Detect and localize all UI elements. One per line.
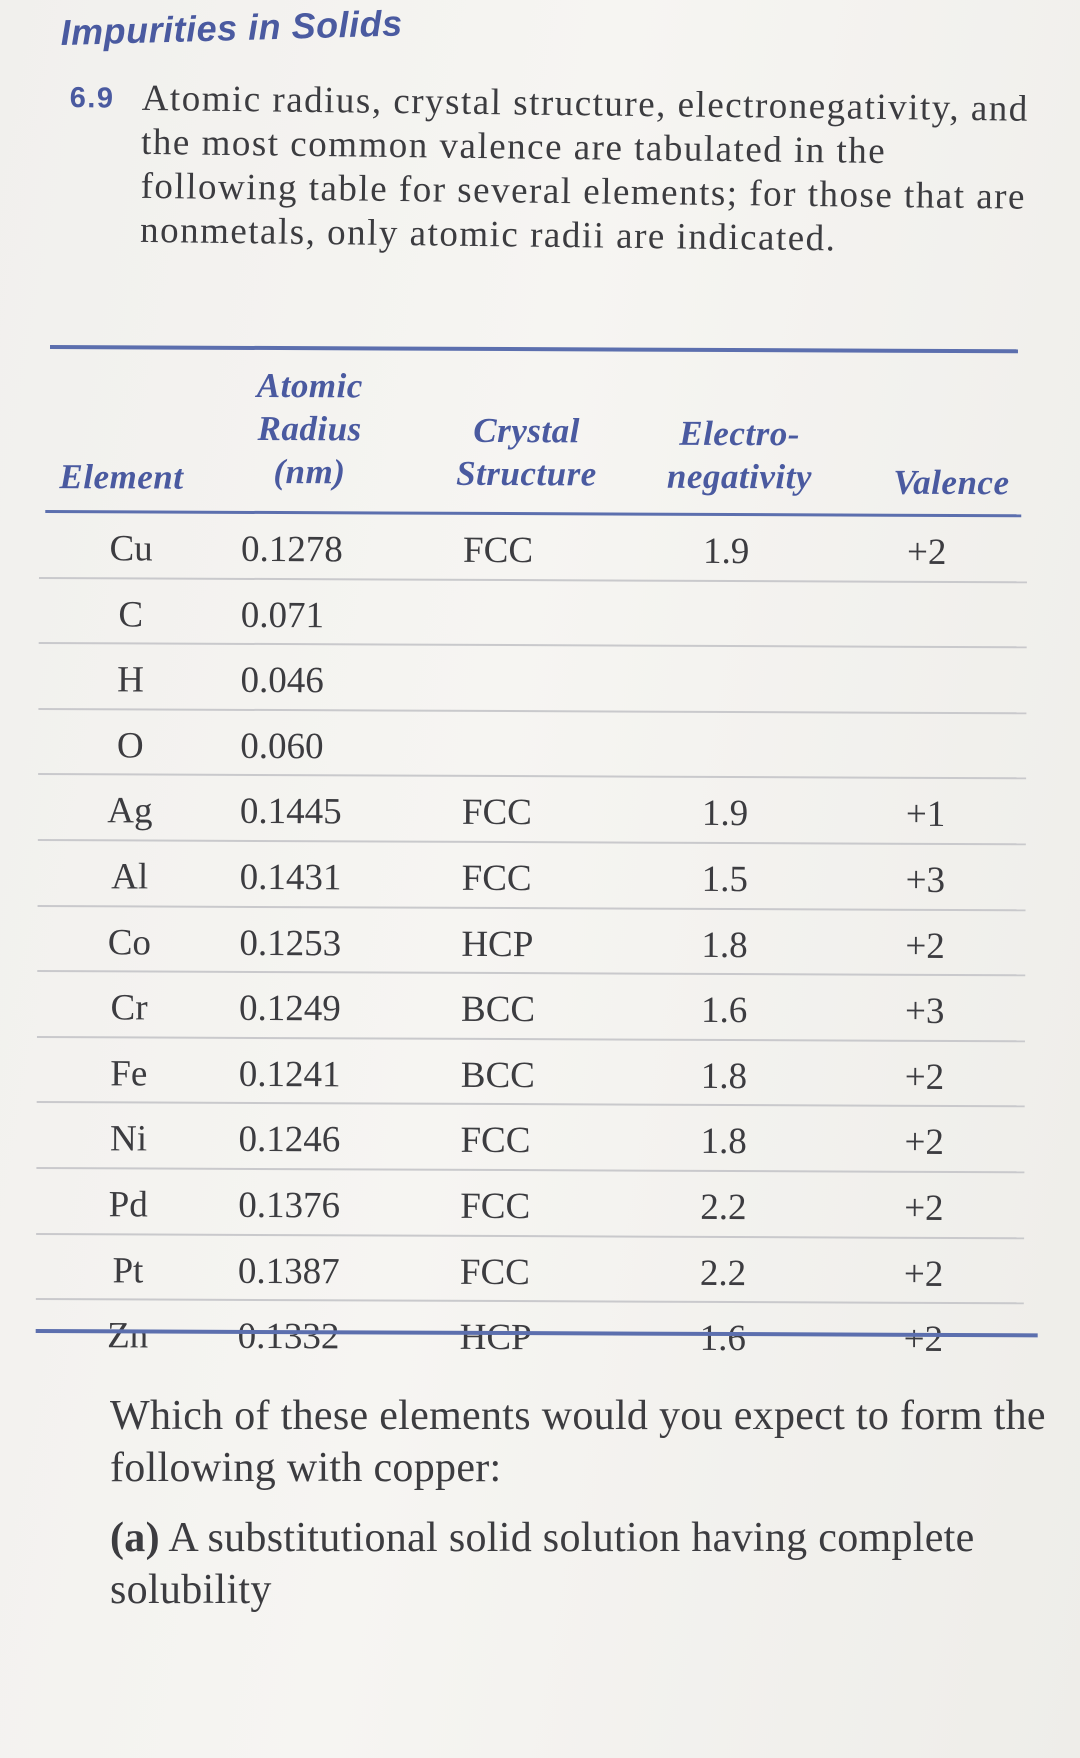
question-intro: Which of these elements would you expect… — [110, 1393, 1046, 1491]
cell-structure: FCC — [460, 1120, 531, 1162]
cell-element: Zn — [107, 1315, 149, 1357]
section-heading: Impurities in Solids — [60, 2, 404, 53]
cell-valence: +2 — [905, 925, 945, 967]
cell-valence: +2 — [903, 1318, 944, 1361]
cell-electronegativity: 1.8 — [700, 1121, 747, 1163]
cell-element: O — [116, 725, 144, 767]
cell-radius: 0.1241 — [238, 1053, 341, 1096]
cell-electronegativity: 1.5 — [701, 858, 749, 901]
cell-element: C — [118, 593, 144, 636]
element-properties-table: Element Atomic Radius (nm) Crystal Struc… — [35, 345, 1038, 1360]
header-electronegativity: Electro- negativity — [666, 413, 813, 497]
cell-valence: +1 — [905, 794, 946, 836]
cell-structure: FCC — [461, 792, 532, 834]
cell-valence: +2 — [903, 1253, 944, 1295]
cell-element: Co — [107, 921, 152, 964]
table-row: O 0.060 — [38, 709, 1027, 780]
table-row: Ni 0.1246 FCC 1.8 +2 — [36, 1103, 1025, 1174]
cell-electronegativity: 1.8 — [701, 924, 748, 966]
cell-radius: 0.1249 — [239, 988, 341, 1030]
header-element: Element — [59, 457, 184, 497]
problem-text: Atomic radius, crystal structure, electr… — [139, 77, 1030, 260]
cell-electronegativity: 1.9 — [703, 530, 750, 573]
cell-valence: +3 — [905, 990, 945, 1033]
header-valence: Valence — [893, 462, 1010, 503]
cell-valence: +2 — [904, 1187, 944, 1229]
table-top-rule — [49, 345, 1018, 354]
cell-element: Al — [111, 856, 149, 898]
cell-structure: HCP — [461, 923, 534, 965]
cell-radius: 0.1253 — [239, 922, 342, 964]
table-row: Cr 0.1249 BCC 1.6 +3 — [36, 972, 1026, 1043]
cell-structure: BCC — [461, 989, 536, 1031]
cell-radius: 0.046 — [240, 660, 324, 702]
table-row: H 0.046 — [38, 644, 1027, 715]
table-row: Pd 0.1376 FCC 2.2 +2 — [36, 1168, 1025, 1239]
cell-electronegativity: 1.6 — [699, 1318, 747, 1360]
cell-radius: 0.1445 — [239, 791, 342, 833]
cell-electronegativity: 1.9 — [701, 793, 749, 835]
cell-radius: 0.060 — [240, 725, 324, 768]
cell-element: Ag — [107, 790, 153, 832]
cell-valence: +2 — [904, 1122, 944, 1164]
table-body: Cu 0.1278 FCC 1.9 +2 C 0.071 H 0.046 — [35, 512, 1028, 1368]
cell-structure: FCC — [460, 1185, 531, 1228]
header-atomic-radius: Atomic Radius (nm) — [256, 365, 363, 492]
question-block: Which of these elements would you expect… — [110, 1390, 1050, 1616]
cell-radius: 0.1332 — [237, 1315, 340, 1358]
cell-valence: +2 — [904, 1056, 945, 1098]
cell-element: Cr — [110, 987, 148, 1029]
question-part-a: (a) A substitutional solid solution havi… — [110, 1512, 1050, 1616]
table-row: Cu 0.1278 FCC 1.9 +2 — [38, 512, 1028, 583]
part-a-text: A substitutional solid solution having c… — [110, 1515, 975, 1613]
cell-structure: HCP — [459, 1316, 532, 1359]
header-crystal-structure: Crystal Structure — [456, 410, 597, 494]
table-row: Fe 0.1241 BCC 1.8 +2 — [36, 1037, 1025, 1108]
cell-radius: 0.1376 — [238, 1184, 341, 1227]
cell-radius: 0.1431 — [239, 856, 342, 899]
cell-electronegativity: 1.6 — [701, 990, 748, 1032]
cell-element: Ni — [109, 1118, 148, 1160]
cell-electronegativity: 2.2 — [700, 1186, 747, 1229]
table-row: Al 0.1431 FCC 1.5 +3 — [37, 840, 1026, 911]
table-row: Ag 0.1445 FCC 1.9 +1 — [37, 775, 1027, 846]
cell-structure: FCC — [463, 529, 534, 572]
cell-electronegativity: 1.8 — [700, 1055, 748, 1097]
cell-valence: +3 — [905, 859, 946, 901]
problem-statement: 6.9 Atomic radius, crystal structure, el… — [68, 74, 1030, 264]
cell-radius: 0.1246 — [238, 1119, 341, 1161]
cell-radius: 0.071 — [240, 594, 325, 636]
cell-element: H — [117, 659, 144, 701]
cell-electronegativity: 2.2 — [699, 1252, 747, 1294]
cell-element: Cu — [109, 528, 153, 570]
problem-number: 6.9 — [69, 81, 115, 115]
cell-structure: FCC — [461, 857, 532, 900]
cell-radius: 0.1278 — [241, 528, 343, 571]
part-a-label: (a) — [110, 1515, 160, 1561]
cell-element: Pd — [108, 1184, 148, 1226]
cell-radius: 0.1387 — [237, 1250, 340, 1292]
table-row: Co 0.1253 HCP 1.8 +2 — [37, 906, 1026, 977]
table-row: C 0.071 — [38, 578, 1027, 649]
cell-valence: +2 — [907, 531, 947, 573]
cell-element: Pt — [112, 1249, 144, 1291]
cell-structure: FCC — [459, 1251, 530, 1293]
table-row: Pt 0.1387 FCC 2.2 +2 — [35, 1234, 1025, 1305]
cell-structure: BCC — [460, 1054, 535, 1096]
cell-element: Fe — [110, 1053, 148, 1095]
